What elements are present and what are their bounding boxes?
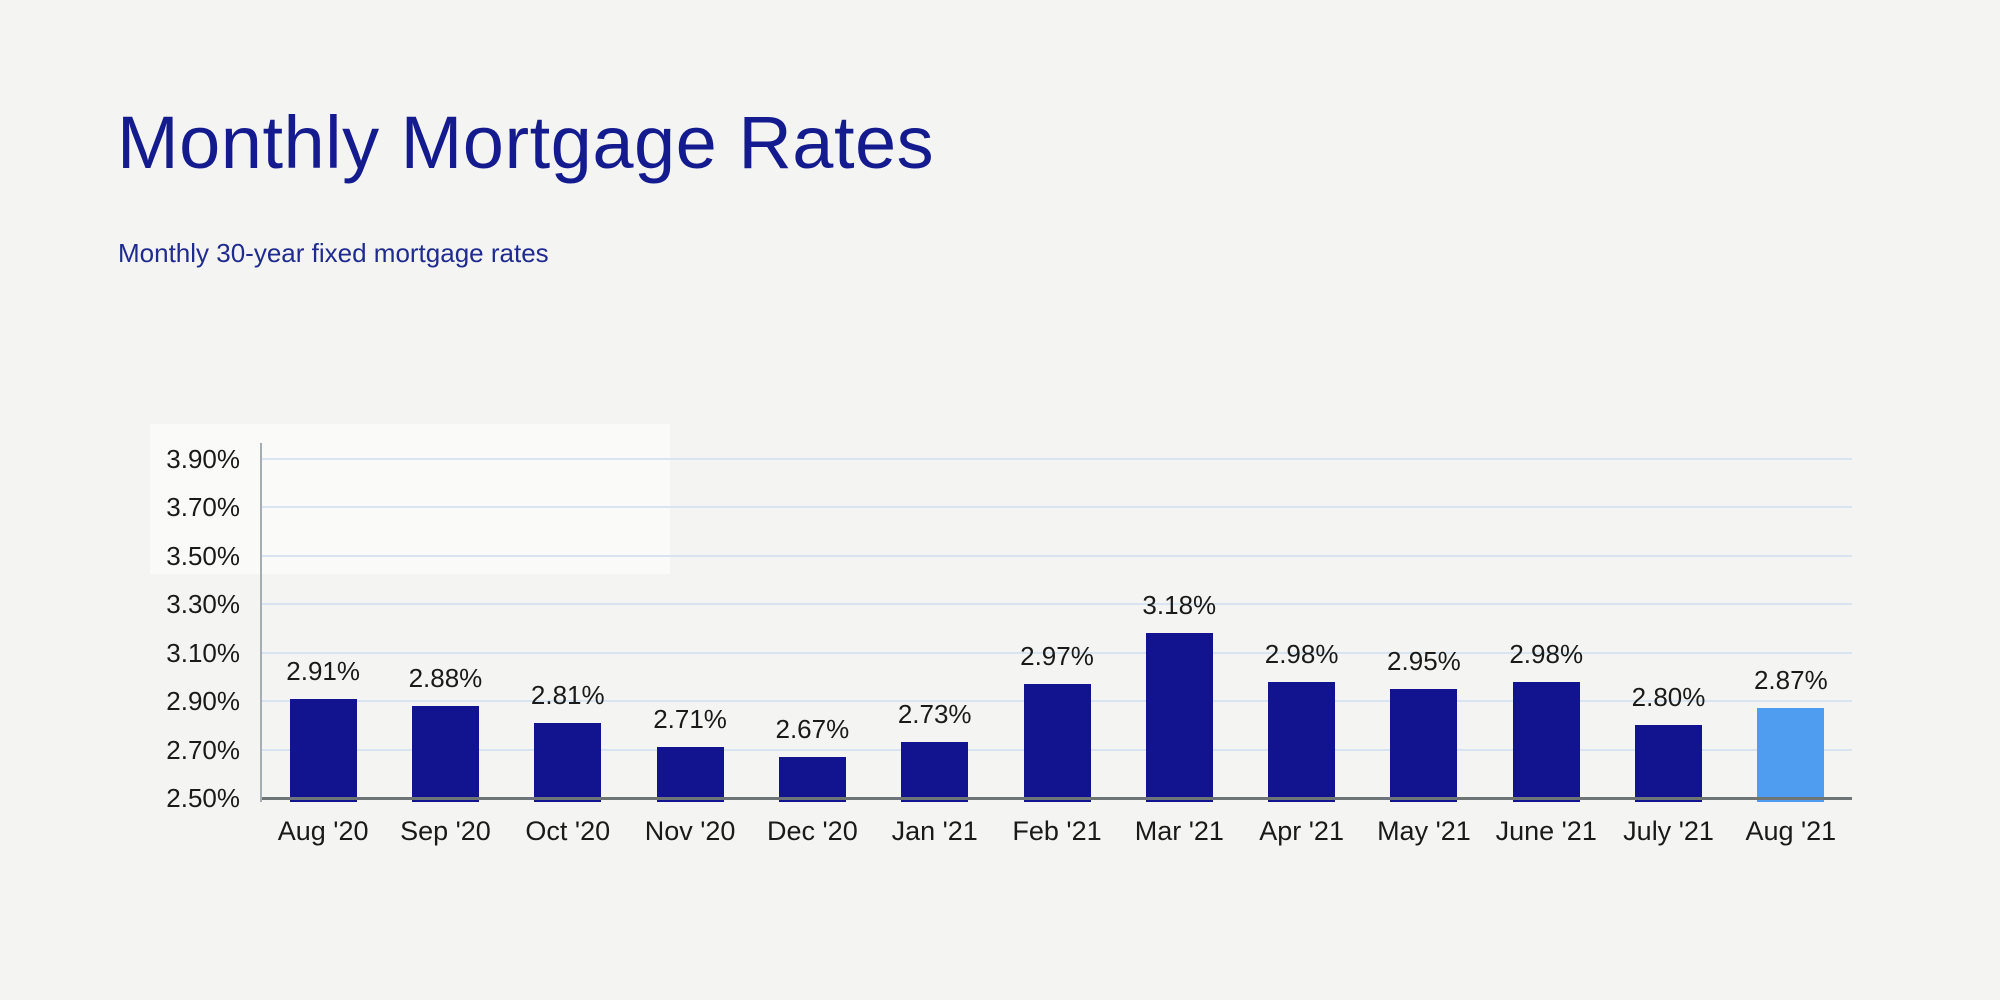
bar-aug-20 bbox=[289, 698, 357, 802]
bar-value-label: 3.18% bbox=[1142, 590, 1217, 621]
y-tick-label: 2.90% bbox=[166, 686, 240, 716]
x-category-label: May '21 bbox=[1377, 816, 1471, 846]
bar-value-label: 2.71% bbox=[653, 704, 727, 735]
y-gridline bbox=[262, 457, 1852, 460]
bar-aug-21 bbox=[1757, 708, 1825, 802]
x-category-label: Jan '21 bbox=[891, 816, 978, 846]
bar-value-label: 2.91% bbox=[286, 655, 360, 686]
bar-value-label: 2.88% bbox=[408, 662, 483, 693]
bar-june-21 bbox=[1512, 681, 1580, 802]
x-category-label: Aug '21 bbox=[1745, 816, 1837, 846]
bar-dec-20 bbox=[778, 756, 846, 802]
bar-value-label: 2.80% bbox=[1631, 682, 1706, 713]
bar-value-label: 2.97% bbox=[1020, 641, 1094, 672]
bar-value-label: 2.87% bbox=[1753, 665, 1828, 696]
x-category-label: Dec '20 bbox=[767, 816, 858, 846]
y-tick-label: 3.10% bbox=[166, 637, 240, 668]
x-category-label: Nov '20 bbox=[644, 816, 736, 846]
bar-apr-21 bbox=[1268, 681, 1336, 802]
x-category-label: Oct '20 bbox=[525, 816, 611, 846]
bar-july-21 bbox=[1635, 725, 1703, 802]
y-tick-label: 3.90% bbox=[166, 443, 240, 474]
x-axis-line bbox=[262, 797, 1852, 800]
y-tick-label: 3.70% bbox=[166, 492, 240, 522]
y-gridline bbox=[262, 651, 1852, 654]
bar-oct-20 bbox=[534, 722, 602, 802]
page-subtitle: Monthly 30-year fixed mortgage rates bbox=[118, 238, 549, 268]
bar-value-label: 2.98% bbox=[1264, 638, 1339, 669]
bar-value-label: 2.95% bbox=[1387, 645, 1461, 676]
background-highlight-patch bbox=[150, 424, 670, 574]
y-gridline bbox=[262, 603, 1852, 605]
y-tick-label: 3.30% bbox=[166, 589, 240, 619]
x-category-label: July '21 bbox=[1623, 816, 1714, 846]
bar-jan-21 bbox=[901, 742, 969, 802]
bar-mar-21 bbox=[1145, 633, 1213, 802]
bar-value-label: 2.73% bbox=[897, 699, 972, 730]
y-gridline bbox=[262, 506, 1852, 508]
x-category-label: Sep '20 bbox=[400, 816, 491, 846]
bar-may-21 bbox=[1390, 688, 1458, 802]
y-tick-label: 2.50% bbox=[166, 783, 240, 813]
x-category-label: June '21 bbox=[1495, 816, 1597, 846]
page-title: Monthly Mortgage Rates bbox=[117, 101, 935, 184]
bar-sep-20 bbox=[411, 705, 479, 802]
bar-value-label: 2.81% bbox=[530, 679, 605, 710]
x-category-label: Feb '21 bbox=[1012, 816, 1102, 846]
y-tick-label: 3.50% bbox=[166, 540, 240, 571]
bar-value-label: 2.67% bbox=[775, 713, 850, 744]
bar-value-label: 2.98% bbox=[1509, 638, 1584, 669]
y-tick-label: 2.70% bbox=[166, 734, 240, 765]
bar-feb-21 bbox=[1023, 684, 1091, 802]
y-axis-line bbox=[260, 443, 262, 802]
x-category-label: Aug '20 bbox=[277, 816, 369, 846]
y-gridline bbox=[262, 554, 1852, 557]
x-category-label: Apr '21 bbox=[1259, 816, 1344, 846]
x-category-label: Mar '21 bbox=[1134, 816, 1224, 846]
bar-nov-20 bbox=[656, 747, 724, 802]
